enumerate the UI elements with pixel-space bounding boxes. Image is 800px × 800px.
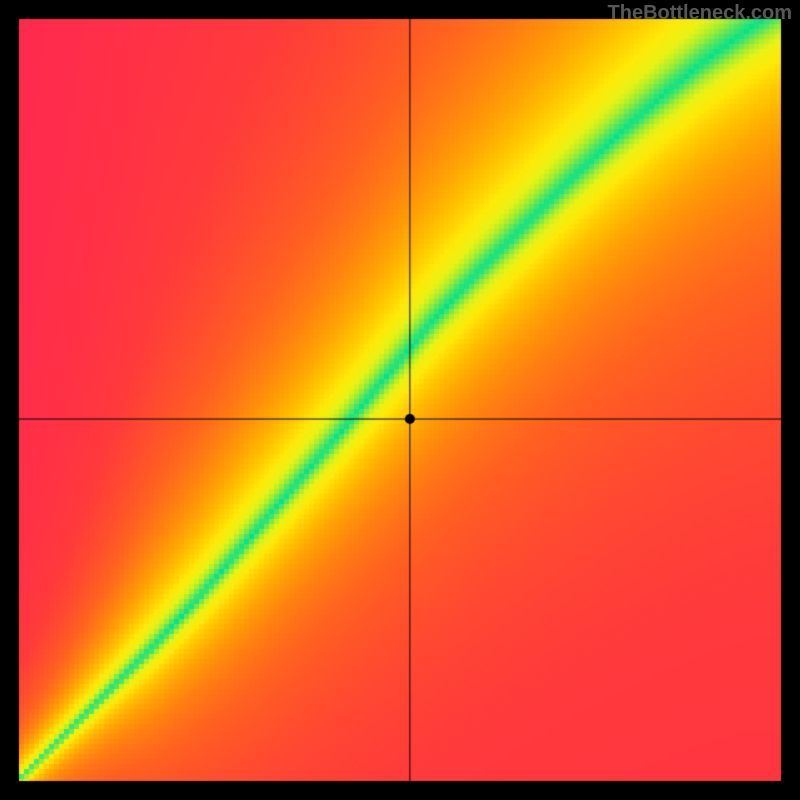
bottleneck-heatmap [0, 0, 800, 800]
watermark-label: TheBottleneck.com [608, 2, 792, 25]
